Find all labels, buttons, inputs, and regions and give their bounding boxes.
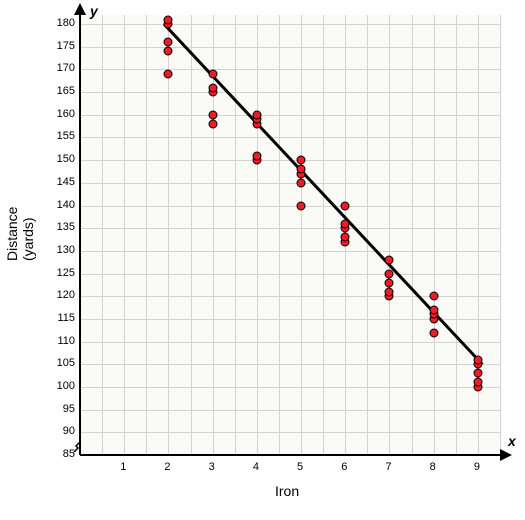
data-point xyxy=(341,201,350,210)
data-point xyxy=(385,287,394,296)
data-point xyxy=(164,15,173,24)
trendline xyxy=(0,0,525,520)
data-point xyxy=(473,369,482,378)
data-point xyxy=(341,219,350,228)
data-point xyxy=(297,156,306,165)
data-point xyxy=(164,47,173,56)
data-point xyxy=(208,69,217,78)
data-point xyxy=(385,269,394,278)
data-point xyxy=(429,328,438,337)
data-point xyxy=(385,255,394,264)
data-point xyxy=(429,305,438,314)
scatter-chart: Distance (yards) Iron y x 85909510010511… xyxy=(0,0,525,520)
data-point xyxy=(473,355,482,364)
data-point xyxy=(208,119,217,128)
data-point xyxy=(473,378,482,387)
data-point xyxy=(385,278,394,287)
data-point xyxy=(297,201,306,210)
data-point xyxy=(164,38,173,47)
data-point xyxy=(297,165,306,174)
data-point xyxy=(252,151,261,160)
data-point xyxy=(341,233,350,242)
data-point xyxy=(164,69,173,78)
data-point xyxy=(208,83,217,92)
data-point xyxy=(297,178,306,187)
data-point xyxy=(429,292,438,301)
data-point xyxy=(252,110,261,119)
data-point xyxy=(208,110,217,119)
